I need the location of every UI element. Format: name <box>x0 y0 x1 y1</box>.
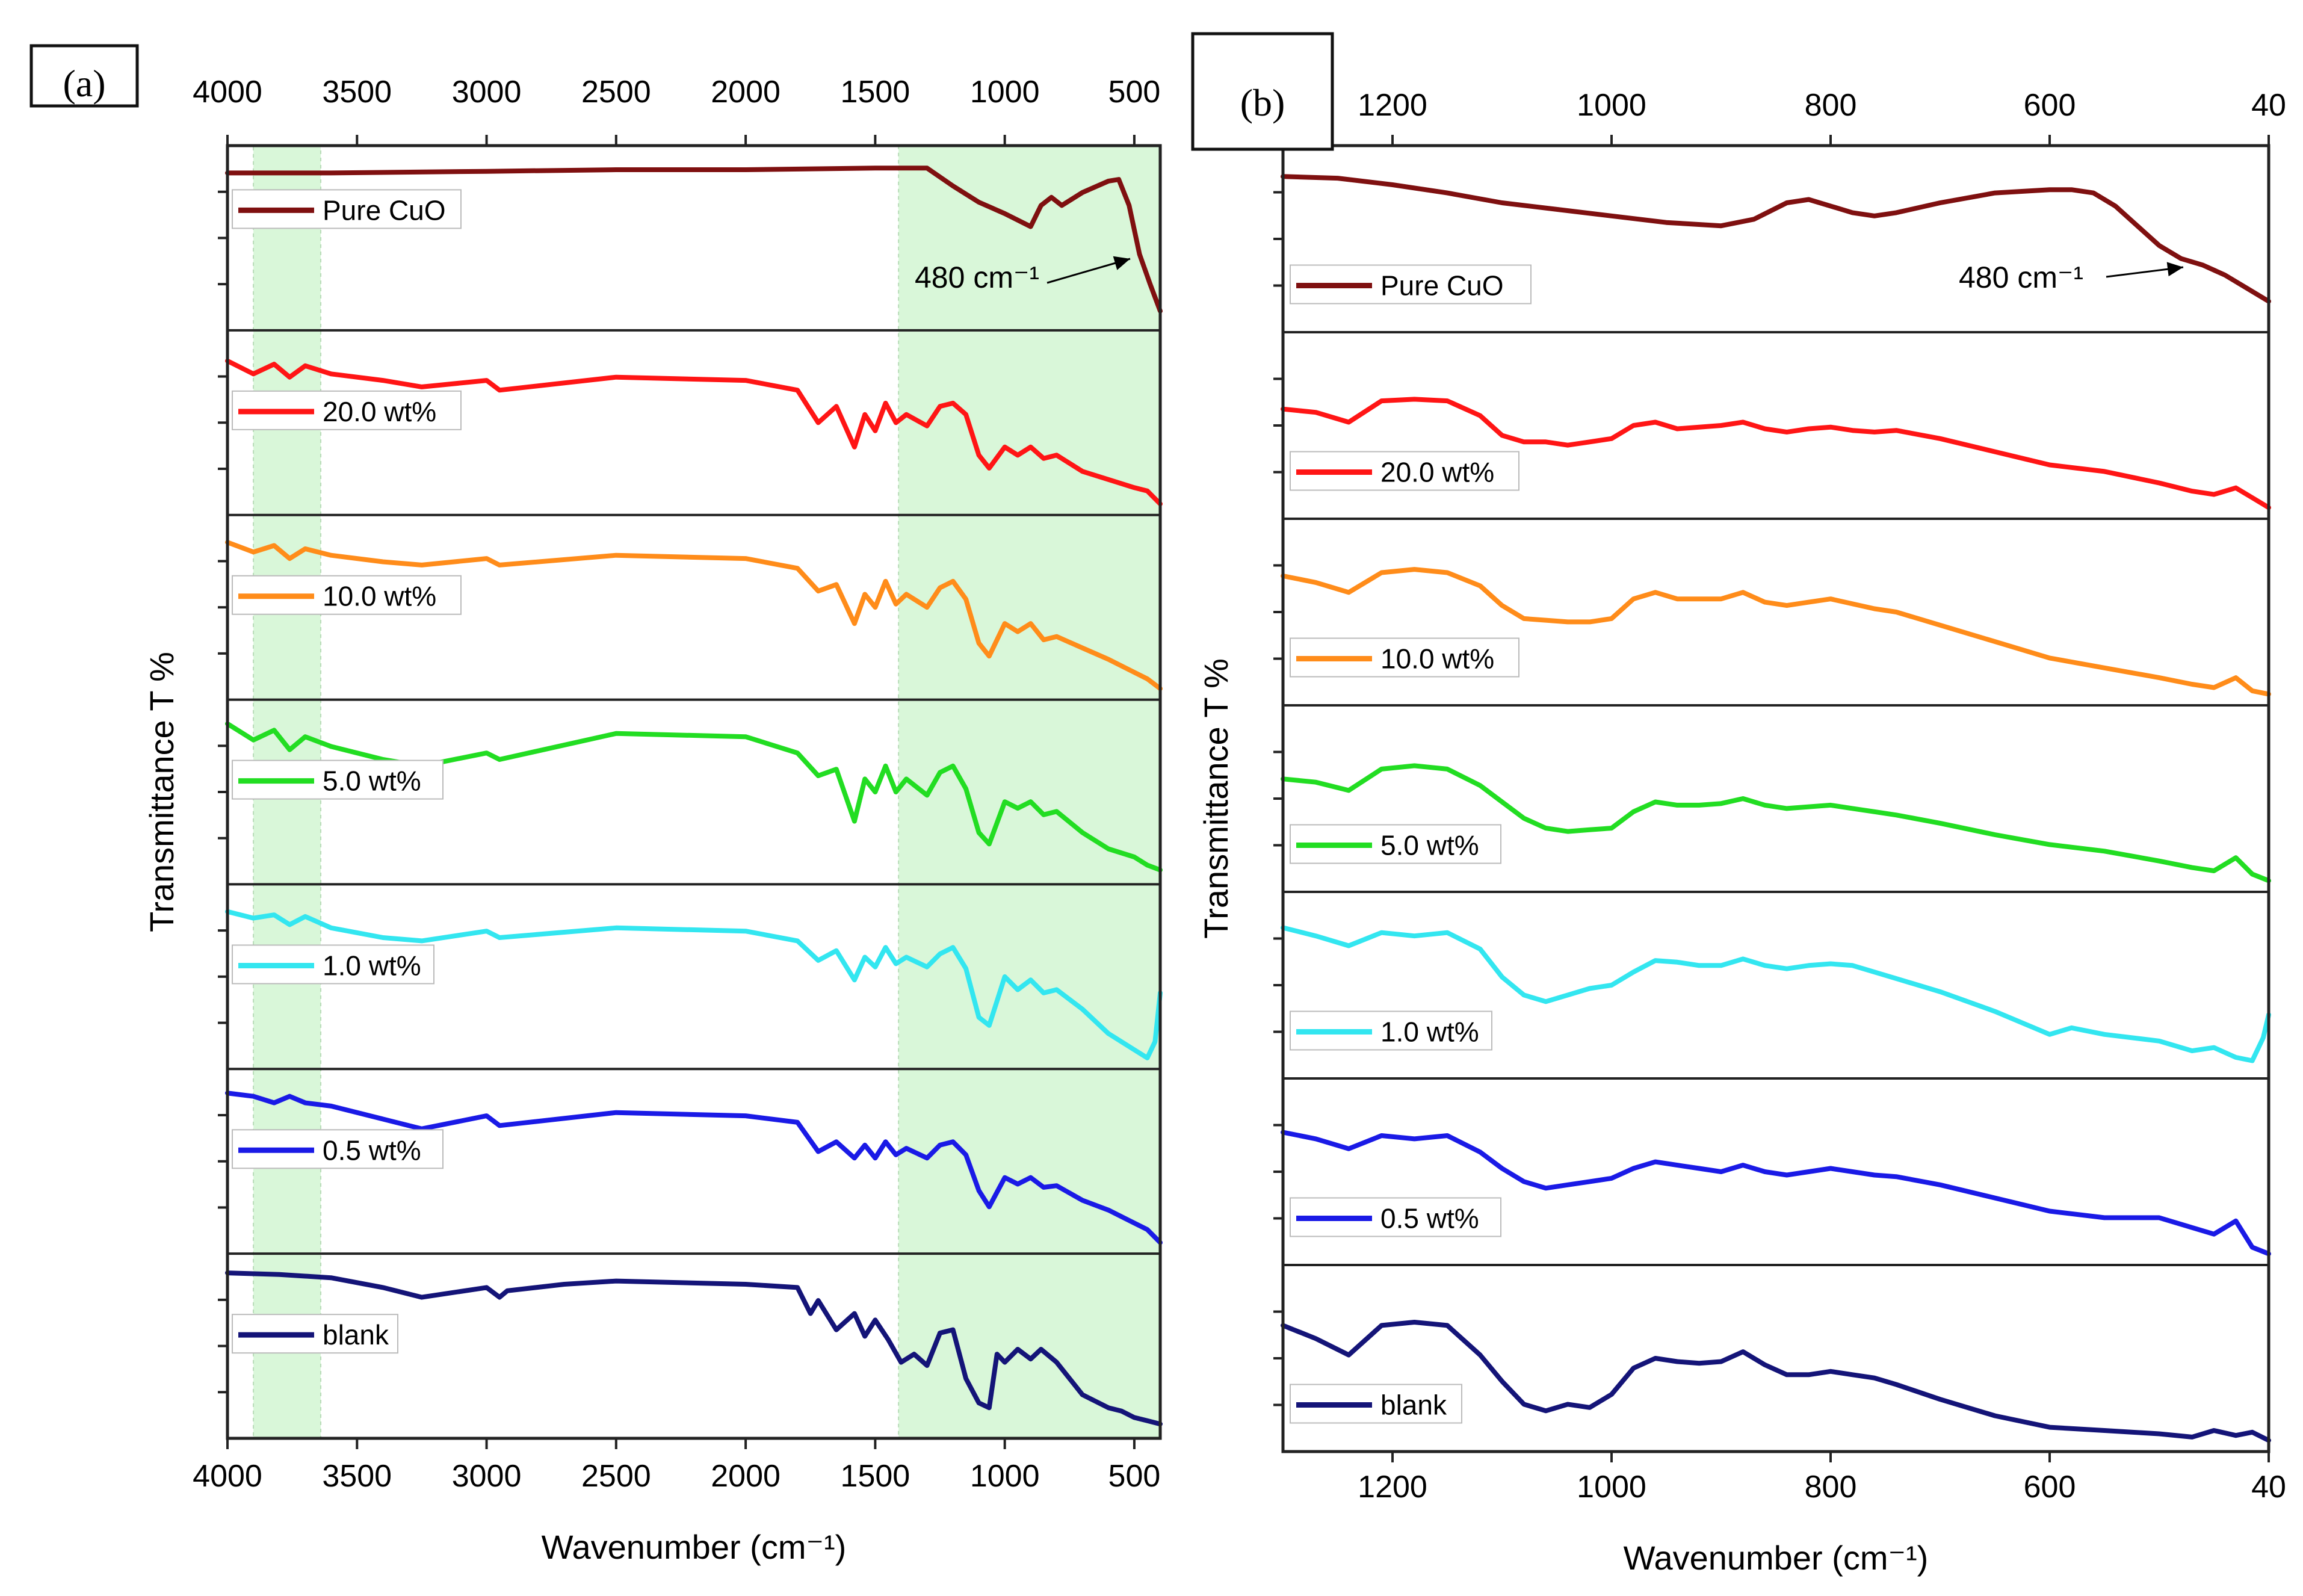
annotation-arrow-head <box>2166 262 2183 277</box>
series-line-1-0-wt- <box>225 909 1163 1060</box>
series-line-20-0-wt- <box>225 358 1163 507</box>
panel-a: Pure CuO 20.0 wt% 10.0 wt% 5.0 wt% 1.0 wt% 0.… <box>29 44 1163 1566</box>
x-tick-label-top: 40 <box>2251 88 2286 123</box>
legend-label: 10.0 wt% <box>1380 643 1494 675</box>
series-line-0-5-wt- <box>1281 1130 2271 1257</box>
x-tick-label-top: 600 <box>2024 88 2076 123</box>
legend-label: 0.5 wt% <box>323 1134 421 1166</box>
legend-label: 1.0 wt% <box>1380 1016 1479 1048</box>
x-tick-label-bottom: 1000 <box>970 1459 1040 1494</box>
legend-label: 20.0 wt% <box>323 396 436 427</box>
x-tick-label-top: 1500 <box>841 75 910 110</box>
x-tick-label-bottom: 3000 <box>452 1459 522 1494</box>
x-tick-label-top: 2500 <box>581 75 651 110</box>
panel-label-box <box>29 44 139 108</box>
series-line-1-0-wt- <box>1281 925 2271 1063</box>
x-tick-label-top: 2000 <box>711 75 781 110</box>
legend-label: Pure CuO <box>1380 270 1504 302</box>
panel-label: (a) <box>63 62 105 105</box>
series-line-blank <box>1281 1320 2271 1443</box>
x-tick-label-bottom: 3500 <box>322 1459 392 1494</box>
plot-frame <box>1281 144 2271 1453</box>
y-axis-title: Transmittance T % <box>1197 658 1235 939</box>
series-line-5-0-wt- <box>225 721 1163 873</box>
panel-b: Pure CuO 20.0 wt% 10.0 wt% 5.0 wt% 1.0 wt% 0.… <box>1191 32 2286 1577</box>
legend-label: Pure CuO <box>323 194 446 226</box>
panel-label: (b) <box>1240 81 1285 124</box>
x-tick-label-bottom: 40 <box>2251 1470 2286 1505</box>
x-tick-label-top: 3500 <box>322 75 392 110</box>
x-tick-label-top: 1000 <box>1577 88 1646 123</box>
highlight-band-2 <box>898 145 1161 1439</box>
legend-label: 10.0 wt% <box>323 581 436 612</box>
series-line-10-0-wt- <box>1281 567 2271 697</box>
x-tick-label-top: 1200 <box>1358 88 1427 123</box>
x-tick-label-bottom: 800 <box>1805 1470 1857 1505</box>
x-tick-label-top: 1000 <box>970 75 1040 110</box>
legend-label: 5.0 wt% <box>323 766 421 797</box>
x-tick-label-top: 3000 <box>452 75 522 110</box>
series-line-blank <box>225 1270 1163 1427</box>
x-tick-label-bottom: 2000 <box>711 1459 781 1494</box>
series-line-20-0-wt- <box>1281 397 2271 510</box>
legend-label: 5.0 wt% <box>1380 830 1479 861</box>
panel-label-box <box>1191 32 1334 151</box>
x-axis-title: Wavenumber (cm⁻¹) <box>542 1528 847 1566</box>
x-tick-label-bottom: 1500 <box>841 1459 910 1494</box>
series-line-pure-cuo <box>225 165 1163 314</box>
x-tick-label-bottom: 500 <box>1108 1459 1161 1494</box>
series-line-10-0-wt- <box>225 540 1163 691</box>
x-tick-label-bottom: 1200 <box>1358 1470 1427 1505</box>
series-line-5-0-wt- <box>1281 763 2271 883</box>
series-line-pure-cuo <box>1281 174 2271 304</box>
x-tick-label-top: 4000 <box>193 75 262 110</box>
peak-annotation: 480 cm⁻¹ <box>915 261 1039 294</box>
x-tick-label-bottom: 2500 <box>581 1459 651 1494</box>
x-tick-label-top: 500 <box>1108 75 1161 110</box>
legend-label: blank <box>323 1319 389 1350</box>
annotation-arrow-head <box>1113 256 1130 270</box>
legend-label: 0.5 wt% <box>1380 1203 1479 1234</box>
x-tick-label-bottom: 1000 <box>1577 1470 1646 1505</box>
legend-label: 20.0 wt% <box>1380 457 1494 488</box>
x-axis-title: Wavenumber (cm⁻¹) <box>1624 1539 1929 1577</box>
x-tick-label-top: 800 <box>1805 88 1857 123</box>
plot-frame <box>226 144 1162 1440</box>
x-tick-label-bottom: 4000 <box>193 1459 262 1494</box>
legend-label: blank <box>1380 1390 1447 1421</box>
x-tick-label-bottom: 600 <box>2024 1470 2076 1505</box>
peak-annotation: 480 cm⁻¹ <box>1959 261 2083 294</box>
y-axis-title: Transmittance T % <box>143 652 181 932</box>
legend-label: 1.0 wt% <box>323 950 421 981</box>
legend-box <box>232 390 462 430</box>
series-line-0-5-wt- <box>225 1090 1163 1245</box>
